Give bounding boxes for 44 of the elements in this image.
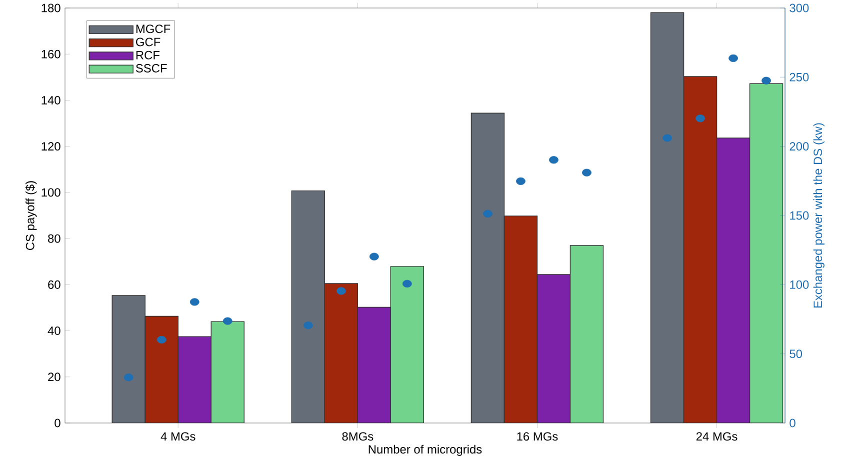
y-tick-label: 40 [48, 326, 60, 335]
y-axis-title: CS payoff ($) [25, 181, 37, 250]
x-tick-label: 8MGs [342, 432, 374, 441]
bar [291, 190, 326, 423]
y2-tick-label: 200 [790, 142, 809, 151]
y-tick-label: 20 [48, 372, 60, 382]
x-tick-label: 24 MGs [696, 432, 738, 441]
bar [178, 336, 212, 423]
y-tick-label: 160 [42, 50, 60, 58]
x-axis-title: Number of microgrids [368, 444, 482, 456]
y-tick-label: 60 [48, 280, 60, 289]
y2-tick-label: 50 [790, 350, 802, 358]
y2-tick-label: 0 [790, 418, 796, 428]
bar [112, 296, 146, 423]
y-tick-label: 120 [42, 142, 60, 151]
bar [650, 12, 684, 423]
y2-tick-label: 100 [790, 280, 809, 289]
bar [716, 138, 750, 423]
bar [390, 266, 424, 423]
y-tick-label: 100 [42, 188, 60, 197]
y2-tick-label: 150 [790, 211, 809, 220]
bar [470, 112, 505, 423]
x-tick-label: 4 MGs [160, 432, 196, 441]
y-tick-label: 80 [48, 234, 60, 243]
bar [504, 216, 538, 423]
bar [749, 83, 784, 423]
y-tick-label: 0 [54, 418, 60, 428]
y-tick-label: 180 [42, 4, 60, 12]
bar [570, 245, 604, 423]
bar [683, 76, 718, 423]
y2-tick-label: 250 [790, 72, 809, 82]
legend-label: GCF [136, 38, 160, 46]
legend-label: RCF [136, 50, 160, 60]
bar [324, 283, 358, 423]
bar [145, 316, 178, 423]
bar [357, 306, 392, 423]
y-tick-label: 140 [42, 96, 60, 104]
legend-label: SSCF [136, 64, 167, 72]
legend-label: MGCF [136, 24, 170, 34]
y2-tick-label: 300 [790, 4, 809, 12]
bar [211, 322, 244, 423]
y2-axis-title: Exchanged power with the DS (kw) [813, 123, 824, 308]
x-tick-label: 16 MGs [517, 432, 558, 441]
bar [536, 274, 571, 423]
